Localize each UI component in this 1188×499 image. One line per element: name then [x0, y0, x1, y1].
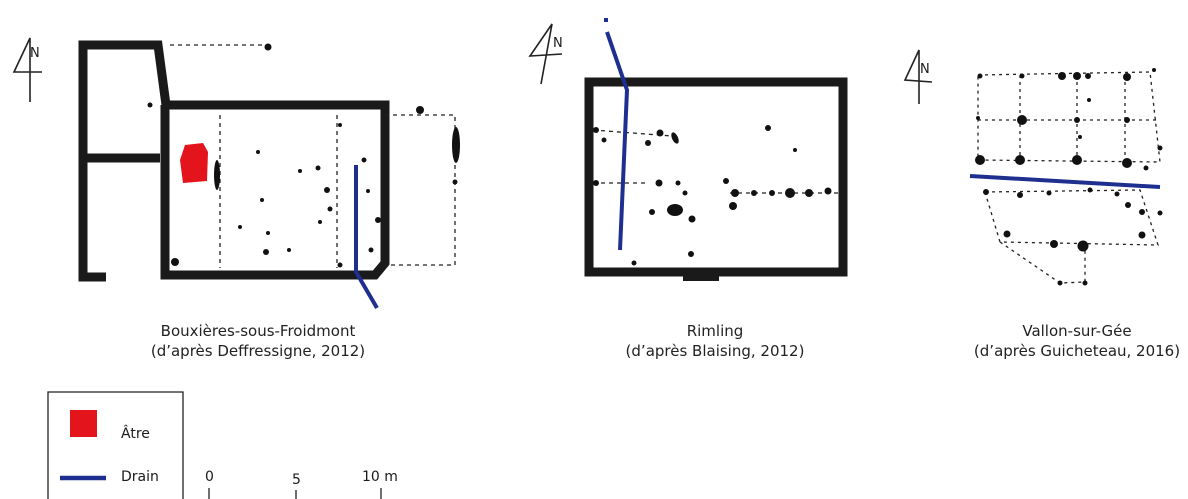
- plan-bouxieres: [12, 37, 460, 310]
- drain: [354, 165, 379, 310]
- site-name: Bouxières-sous-Froidmont: [160, 322, 356, 340]
- legend-hearth-swatch: [70, 410, 97, 437]
- north-label: N: [30, 46, 40, 61]
- post-holes: [147, 43, 460, 268]
- scale-bar: [208, 488, 382, 499]
- scale-tick-label: 5: [292, 472, 301, 488]
- site-source: (d’après Deffressigne, 2012): [150, 342, 366, 360]
- site-source: (d’après Guicheteau, 2016): [973, 342, 1181, 360]
- legend-frame: [47, 391, 184, 499]
- north-arrow-icon: [903, 49, 933, 104]
- legend-drain-label: Drain: [121, 469, 159, 485]
- caption-vallon: Vallon-sur-Gée (d’après Guicheteau, 2016…: [962, 321, 1188, 361]
- drain: [969, 174, 1161, 189]
- legend-hearth-label: Âtre: [121, 426, 150, 442]
- caption-bouxieres: Bouxières-sous-Froidmont (d’après Deffre…: [146, 321, 370, 361]
- site-name: Vallon-sur-Gée: [1022, 322, 1132, 340]
- legend: [47, 391, 184, 499]
- scale-tick-label: 10 m: [362, 469, 398, 485]
- post-alignments: [592, 129, 838, 194]
- walls: [584, 77, 848, 277]
- post-alignments: [170, 44, 456, 268]
- plan-vallon: [903, 49, 1163, 286]
- caption-rimling: Rimling (d’après Blaising, 2012): [610, 321, 820, 361]
- north-arrow-icon: [12, 37, 42, 102]
- site-source: (d’après Blaising, 2012): [625, 342, 805, 360]
- hearth: [180, 143, 208, 183]
- entrance-block: [683, 270, 719, 281]
- north-label: N: [920, 62, 930, 77]
- post-holes: [975, 68, 1163, 286]
- north-arrow-icon: [528, 23, 563, 85]
- walls: [78, 40, 390, 282]
- scale-tick-label: 0: [205, 469, 214, 485]
- drain: [604, 18, 630, 251]
- north-label: N: [553, 36, 563, 51]
- plan-rimling: [528, 18, 848, 281]
- post-holes: [593, 125, 832, 266]
- site-name: Rimling: [686, 322, 744, 340]
